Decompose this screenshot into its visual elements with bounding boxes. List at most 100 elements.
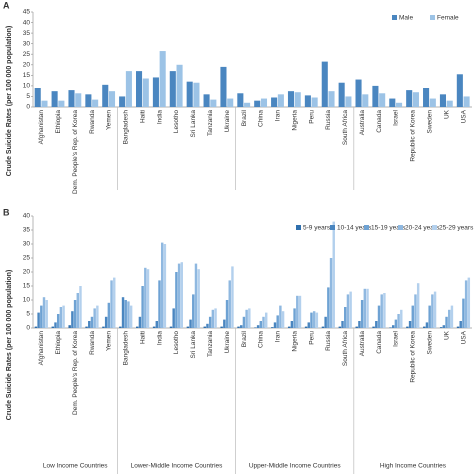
bar [271,97,278,107]
y-tick-label: 10 [23,297,31,304]
bar [186,81,193,107]
bar [412,92,419,107]
bar [211,309,215,328]
bar [448,309,451,328]
bar [346,294,350,328]
y-tick-label: 15 [23,283,31,290]
bar [273,322,277,328]
bar [113,277,116,328]
bar [51,326,55,328]
bar [93,308,96,328]
bar [467,277,471,328]
bar [327,287,330,328]
x-tick-label: Canada [376,110,383,133]
bar [102,326,105,328]
x-tick-label: Sri Lanka [190,331,197,359]
x-tick-label: Rwanda [89,331,96,355]
x-tick-label: Russia [325,110,332,130]
legend-swatch [392,15,397,20]
x-tick-label: Sweden [427,110,434,134]
bar [425,322,429,328]
group-label: Low Income Countries [43,463,108,470]
bar [294,92,301,107]
bar [142,78,149,107]
bar [59,307,63,328]
bar [372,326,375,328]
bar [177,263,181,328]
bar [206,323,209,328]
bar [324,316,327,328]
legend-label: Female [437,15,459,22]
bar [254,327,257,328]
bar [45,300,48,328]
bar [459,321,462,328]
y-tick-label: 30 [23,40,31,47]
bar [119,96,126,107]
x-tick-label: Lesotho [173,110,180,134]
bar [372,85,379,107]
bar [428,305,431,328]
bar [152,326,156,328]
bar [271,327,274,328]
x-tick-label: India [156,331,163,345]
bar [312,311,316,328]
bar [338,82,345,107]
bar [41,100,48,107]
bar [396,102,403,107]
bar [328,91,335,107]
bar [125,71,132,107]
x-tick-label: USA [460,109,467,123]
bar [429,98,436,107]
x-tick-label: Iran [275,110,282,122]
bar [332,221,335,328]
panel-label: B [3,207,10,217]
bar [406,326,409,328]
bar [141,286,144,328]
bar [96,305,99,328]
bar [380,294,383,328]
bar [411,305,414,328]
bar [76,293,79,328]
x-tick-label: Afghanistan [38,110,45,145]
legend-label: 25-29 years [439,225,474,232]
y-tick-label: 5 [26,93,30,100]
x-tick-label: Israel [393,330,400,346]
bar [34,326,38,328]
x-tick-label: Dem. People's Rep. of Korea [72,110,79,194]
x-tick-label: South Africa [342,110,349,145]
bar [71,311,74,328]
x-tick-label: Peru [308,331,315,345]
legend-swatch [296,225,301,230]
bar [321,326,325,328]
bar [186,326,190,328]
bar [169,326,173,328]
bar [277,94,284,107]
y-tick-label: 25 [23,51,31,58]
x-tick-label: Afghanistan [38,331,45,366]
bar [464,280,468,328]
legend-label: Male [399,15,413,22]
bar [329,258,333,328]
bar [58,100,65,107]
bar [34,88,41,107]
y-tick-label: 30 [23,241,31,248]
bar [51,91,58,107]
bar [439,327,443,328]
bar [90,316,94,328]
bar [37,312,40,328]
bar [256,325,260,328]
bar [144,267,147,328]
x-tick-label: UK [443,330,450,340]
bar [85,94,92,107]
y-tick-label: 40 [23,19,31,26]
y-axis-title: Crude Suicide Rates (per 100 000 populat… [6,26,13,177]
x-tick-label: Ukraine [224,110,231,133]
bar [176,64,183,107]
bar [279,305,282,328]
bar [290,321,294,328]
bar [159,51,166,107]
bar [259,321,263,328]
x-tick-label: Republic of Korea [410,110,417,162]
group-label: Upper-Middle Income Countries [249,463,342,470]
bar [242,316,246,328]
